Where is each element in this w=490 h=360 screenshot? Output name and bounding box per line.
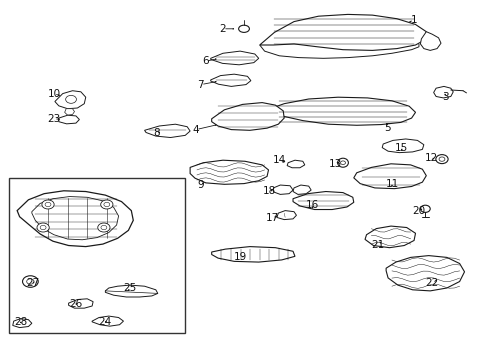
Polygon shape [211, 51, 259, 65]
Polygon shape [277, 211, 296, 220]
Text: 9: 9 [197, 180, 204, 190]
Text: 7: 7 [197, 80, 204, 90]
Ellipse shape [439, 157, 445, 161]
Polygon shape [365, 226, 416, 248]
Polygon shape [105, 285, 158, 297]
Text: 18: 18 [263, 186, 276, 196]
Text: 13: 13 [329, 159, 343, 169]
Polygon shape [211, 74, 251, 86]
Polygon shape [284, 213, 285, 217]
Ellipse shape [42, 200, 54, 209]
Ellipse shape [23, 276, 38, 287]
Polygon shape [354, 164, 426, 189]
Ellipse shape [420, 205, 430, 212]
Text: 25: 25 [123, 283, 137, 293]
Ellipse shape [101, 200, 113, 209]
Polygon shape [212, 103, 284, 130]
Ellipse shape [98, 223, 110, 232]
Text: 22: 22 [425, 278, 439, 288]
Polygon shape [434, 86, 453, 98]
Text: 6: 6 [202, 56, 209, 66]
Ellipse shape [436, 155, 448, 163]
Polygon shape [65, 109, 74, 115]
Ellipse shape [104, 202, 110, 207]
Polygon shape [382, 139, 424, 153]
Text: 23: 23 [47, 114, 61, 124]
Bar [9, 178, 185, 333]
Polygon shape [267, 97, 416, 125]
Ellipse shape [37, 223, 49, 232]
Text: 11: 11 [385, 179, 399, 189]
Text: 14: 14 [272, 155, 286, 165]
Ellipse shape [101, 225, 107, 230]
Ellipse shape [338, 158, 348, 167]
Polygon shape [59, 115, 79, 124]
Polygon shape [212, 247, 295, 262]
Ellipse shape [341, 161, 345, 165]
Ellipse shape [66, 95, 76, 103]
Text: 2: 2 [220, 24, 226, 34]
Text: 10: 10 [48, 89, 60, 99]
Polygon shape [17, 191, 133, 247]
Polygon shape [386, 256, 465, 291]
Ellipse shape [45, 202, 51, 207]
Text: 3: 3 [442, 92, 449, 102]
Text: 26: 26 [69, 299, 83, 309]
Text: 16: 16 [306, 200, 319, 210]
Ellipse shape [26, 279, 34, 284]
Polygon shape [145, 124, 190, 138]
Polygon shape [92, 316, 123, 326]
Ellipse shape [40, 225, 46, 230]
Text: 24: 24 [98, 317, 112, 327]
Text: 20: 20 [413, 206, 425, 216]
Text: 27: 27 [26, 278, 40, 288]
Text: 5: 5 [384, 123, 391, 133]
Text: 19: 19 [233, 252, 247, 262]
Text: 4: 4 [193, 125, 199, 135]
Text: 15: 15 [395, 143, 409, 153]
Polygon shape [190, 160, 269, 184]
Polygon shape [293, 185, 311, 194]
Polygon shape [13, 319, 32, 328]
Polygon shape [287, 160, 305, 168]
Text: 17: 17 [265, 213, 279, 223]
Text: 28: 28 [14, 317, 27, 327]
Polygon shape [293, 192, 354, 210]
Polygon shape [55, 91, 86, 109]
Text: 21: 21 [371, 240, 385, 250]
Polygon shape [32, 197, 119, 240]
Polygon shape [260, 14, 426, 50]
Ellipse shape [239, 25, 249, 32]
Text: 1: 1 [411, 15, 417, 25]
Polygon shape [420, 32, 441, 50]
Text: 12: 12 [424, 153, 438, 163]
Text: 8: 8 [153, 128, 160, 138]
Polygon shape [273, 185, 293, 194]
Polygon shape [69, 299, 93, 308]
